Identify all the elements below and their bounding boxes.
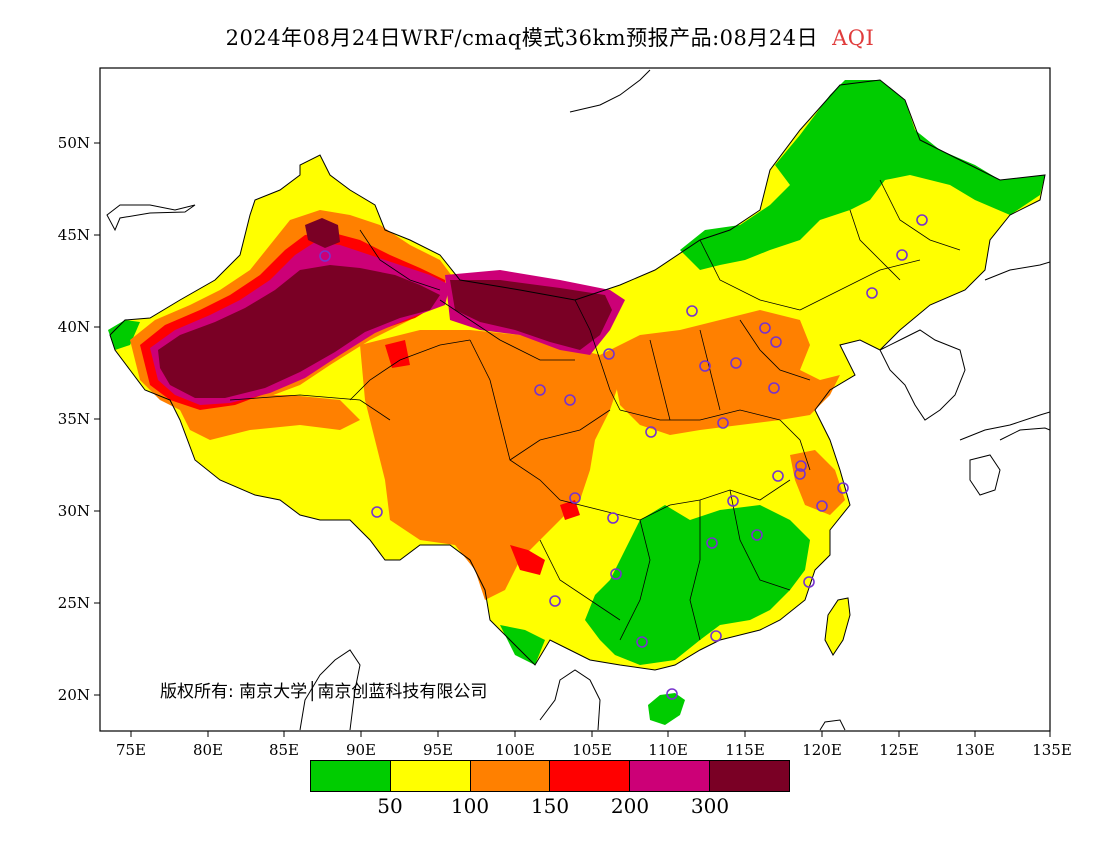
station-marker xyxy=(319,250,331,262)
x-tick-label: 90E xyxy=(346,741,376,759)
china-outline xyxy=(109,79,1046,671)
station-marker xyxy=(803,576,815,588)
station-marker xyxy=(603,348,615,360)
region-orange-west xyxy=(360,330,620,600)
region-red-chongqing xyxy=(560,500,580,520)
station-marker xyxy=(770,336,782,348)
station-marker xyxy=(699,360,711,372)
y-tick-label: 30N xyxy=(58,502,90,520)
y-tick-label: 20N xyxy=(58,686,90,704)
station-marker xyxy=(534,384,546,396)
neighbor-coastlines xyxy=(106,69,1050,731)
x-tick-label: 130E xyxy=(955,741,995,759)
station-marker xyxy=(816,500,828,512)
region-green-northeast xyxy=(680,80,1045,270)
station-marker xyxy=(686,305,698,317)
map-title: 2024年08月24日WRF/cmaq模式36km预报产品:08月24日 AQI xyxy=(0,22,1100,52)
station-marker xyxy=(795,460,807,472)
region-maroon-taklamakan xyxy=(158,265,440,398)
y-tick-labels: 50N 45N 40N 35N 30N 25N 20N xyxy=(58,134,90,704)
x-tick-labels: 75E 80E 85E 90E 95E 100E 105E 110E 115E … xyxy=(116,741,1072,759)
x-tick-label: 120E xyxy=(802,741,842,759)
region-maroon-dzungaria xyxy=(305,218,340,248)
station-marker xyxy=(666,688,678,700)
x-tick-label: 80E xyxy=(193,741,223,759)
legend-swatch xyxy=(470,761,551,791)
station-marker xyxy=(610,568,622,580)
legend-label: 300 xyxy=(690,794,730,818)
legend-label: 200 xyxy=(610,794,650,818)
y-tick-label: 35N xyxy=(58,410,90,428)
legend-label: 50 xyxy=(377,794,403,818)
x-tick-label: 110E xyxy=(648,741,688,759)
station-marker xyxy=(636,636,648,648)
y-tick-label: 50N xyxy=(58,134,90,152)
station-marker xyxy=(916,214,928,226)
station-marker xyxy=(569,492,581,504)
station-marker xyxy=(759,322,771,334)
legend-swatch xyxy=(550,761,631,791)
x-tick-label: 125E xyxy=(879,741,919,759)
region-green-northwest xyxy=(108,320,140,350)
y-tick-label: 40N xyxy=(58,318,90,336)
station-marker xyxy=(549,595,561,607)
station-marker xyxy=(751,529,763,541)
station-marker xyxy=(794,468,806,480)
station-markers xyxy=(319,214,928,700)
region-taiwan xyxy=(824,597,851,656)
station-marker xyxy=(896,249,908,261)
legend-swatch xyxy=(311,761,391,791)
copyright-text: 版权所有: 南京大学│南京创蓝科技有限公司 xyxy=(160,681,487,702)
x-tick-label: 75E xyxy=(116,741,146,759)
station-marker xyxy=(727,495,739,507)
x-tick-label: 115E xyxy=(725,741,765,759)
map-frame xyxy=(99,67,1051,732)
y-tick-label: 45N xyxy=(58,226,90,244)
x-tick-marks xyxy=(130,731,1051,737)
x-tick-label: 135E xyxy=(1032,741,1072,759)
region-green-south xyxy=(585,505,810,665)
legend-swatch xyxy=(710,761,789,791)
x-tick-label: 95E xyxy=(423,741,453,759)
title-variable: AQI xyxy=(832,26,875,50)
station-marker xyxy=(768,382,780,394)
title-text: 2024年08月24日WRF/cmaq模式36km预报产品:08月24日 xyxy=(225,26,819,50)
region-green-southwest xyxy=(500,625,545,665)
station-marker xyxy=(607,512,619,524)
region-red-sichuan xyxy=(510,545,545,575)
y-tick-label: 25N xyxy=(58,594,90,612)
x-tick-label: 100E xyxy=(495,741,535,759)
region-red-gansu xyxy=(385,340,410,368)
legend-swatch xyxy=(630,761,711,791)
region-orange-east xyxy=(790,450,845,515)
y-tick-marks xyxy=(94,142,100,696)
station-marker xyxy=(706,537,718,549)
station-marker xyxy=(772,470,784,482)
map-field: 版权所有: 南京大学│南京创蓝科技有限公司 xyxy=(106,69,1050,731)
province-boundaries xyxy=(229,179,961,641)
station-marker xyxy=(730,357,742,369)
station-marker xyxy=(837,482,849,494)
legend-label: 150 xyxy=(530,794,570,818)
station-marker xyxy=(866,287,878,299)
legend-label: 100 xyxy=(450,794,490,818)
station-marker xyxy=(564,394,576,406)
legend-swatch xyxy=(390,761,471,791)
station-marker xyxy=(710,630,722,642)
station-marker xyxy=(371,506,383,518)
aqi-legend xyxy=(310,760,790,792)
region-maroon-alxa xyxy=(450,280,612,350)
region-orange-north-china xyxy=(600,310,840,435)
region-hainan xyxy=(648,693,685,725)
x-tick-label: 105E xyxy=(572,741,612,759)
station-marker xyxy=(717,417,729,429)
station-marker xyxy=(645,426,657,438)
x-tick-label: 85E xyxy=(269,741,299,759)
